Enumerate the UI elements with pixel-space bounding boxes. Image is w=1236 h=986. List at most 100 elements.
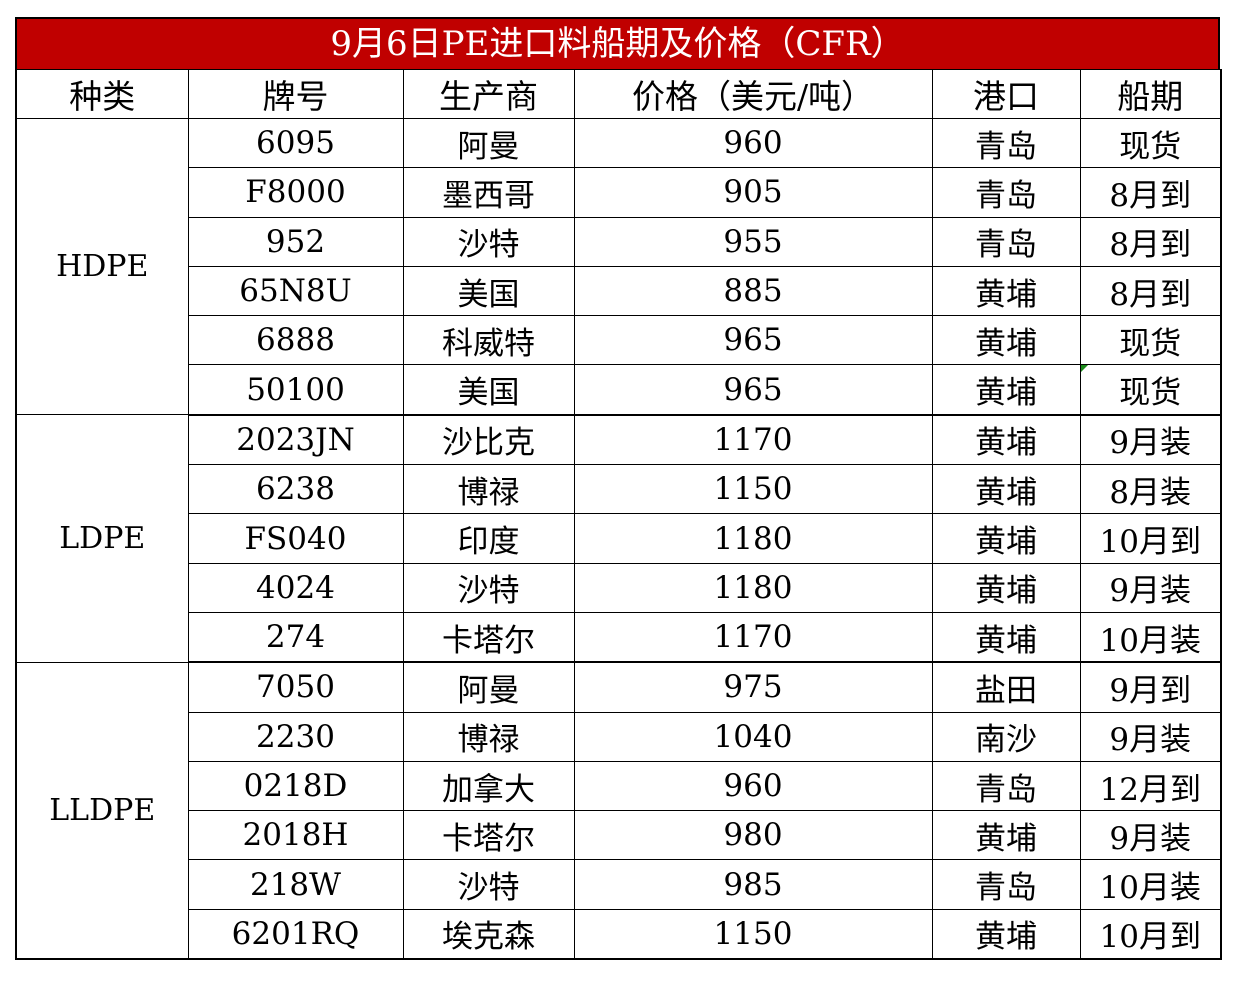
port-cell: 青岛 — [931, 117, 1081, 169]
producer-cell: 美国 — [402, 364, 575, 416]
shipment-cell: 现货 — [1079, 117, 1222, 169]
price-cell: 1040 — [573, 711, 933, 762]
price-cell: 1170 — [573, 414, 933, 466]
producer-cell: 阿曼 — [402, 661, 575, 713]
category-cell: LDPE — [15, 414, 189, 663]
price-cell: 985 — [573, 859, 933, 910]
price-cell: 975 — [573, 661, 933, 713]
table-row: 6238 博禄 1150 黄埔 8月装 — [16, 464, 1222, 515]
grade-cell: F8000 — [187, 167, 404, 218]
table-row: 4024 沙特 1180 黄埔 9月装 — [16, 562, 1222, 613]
grade-cell: 2018H — [187, 810, 404, 861]
grade-cell: 7050 — [187, 661, 404, 713]
shipment-cell: 10月到 — [1079, 908, 1222, 961]
port-cell: 黄埔 — [931, 908, 1081, 961]
price-cell: 885 — [573, 265, 933, 317]
price-cell: 960 — [573, 117, 933, 169]
grade-cell: FS040 — [187, 513, 404, 564]
shipment-cell: 8月到 — [1079, 216, 1222, 267]
table-row: 0218D 加拿大 960 青岛 12月到 — [16, 760, 1222, 812]
producer-cell: 加拿大 — [402, 760, 575, 812]
port-cell: 南沙 — [931, 711, 1081, 762]
shipment-cell: 9月到 — [1079, 661, 1222, 713]
table-row: 274 卡塔尔 1170 黄埔 10月装 — [16, 611, 1222, 664]
producer-cell: 博禄 — [402, 711, 575, 762]
header-producer: 生产商 — [402, 69, 575, 119]
table-row: 2018H 卡塔尔 980 黄埔 9月装 — [16, 810, 1222, 861]
table-row: FS040 印度 1180 黄埔 10月到 — [16, 513, 1222, 564]
port-cell: 黄埔 — [931, 364, 1081, 416]
producer-cell: 美国 — [402, 265, 575, 317]
grade-cell: 50100 — [187, 364, 404, 416]
grade-cell: 952 — [187, 216, 404, 267]
price-cell: 960 — [573, 760, 933, 812]
port-cell: 黄埔 — [931, 513, 1081, 564]
grade-cell: 6888 — [187, 315, 404, 366]
producer-cell: 沙比克 — [402, 414, 575, 466]
shipment-cell: 9月装 — [1079, 711, 1222, 762]
price-cell: 980 — [573, 810, 933, 861]
table-row: 6201RQ 埃克森 1150 黄埔 10月到 — [16, 908, 1222, 961]
price-cell: 905 — [573, 167, 933, 218]
producer-cell: 埃克森 — [402, 908, 575, 961]
shipment-cell: 10月装 — [1079, 859, 1222, 910]
grade-cell: 2230 — [187, 711, 404, 762]
table-row: 2230 博禄 1040 南沙 9月装 — [16, 711, 1222, 762]
grade-cell: 2023JN — [187, 414, 404, 466]
price-cell: 965 — [573, 364, 933, 416]
cell-marker-icon — [1081, 365, 1088, 373]
producer-cell: 墨西哥 — [402, 167, 575, 218]
table-row: 952 沙特 955 青岛 8月到 — [16, 216, 1222, 267]
grade-cell: 274 — [187, 611, 404, 664]
producer-cell: 博禄 — [402, 464, 575, 515]
grade-cell: 65N8U — [187, 265, 404, 317]
shipment-cell: 10月到 — [1079, 513, 1222, 564]
port-cell: 青岛 — [931, 760, 1081, 812]
table-title: 9月6日PE进口料船期及价格（CFR） — [15, 17, 1220, 69]
header-price: 价格（美元/吨） — [573, 69, 933, 119]
shipment-cell: 10月装 — [1079, 611, 1222, 664]
header-port: 港口 — [931, 69, 1081, 119]
port-cell: 盐田 — [931, 661, 1081, 713]
port-cell: 黄埔 — [931, 464, 1081, 515]
pe-import-table-container: 9月6日PE进口料船期及价格（CFR） 种类 牌号 生产商 价格（美元/吨） 港… — [15, 17, 1222, 961]
shipment-cell: 8月到 — [1079, 167, 1222, 218]
header-category: 种类 — [15, 69, 189, 119]
table-row: LDPE 2023JN 沙比克 1170 黄埔 9月装 — [15, 414, 1222, 663]
price-cell: 955 — [573, 216, 933, 267]
producer-cell: 卡塔尔 — [402, 810, 575, 861]
port-cell: 黄埔 — [931, 315, 1081, 366]
header-shipment: 船期 — [1079, 69, 1222, 119]
price-cell: 1150 — [573, 464, 933, 515]
shipment-cell: 12月到 — [1079, 760, 1222, 812]
table-row: LLDPE 7050 阿曼 975 盐田 9月到 — [15, 661, 1222, 960]
grade-cell: 218W — [187, 859, 404, 910]
table-row: 218W 沙特 985 青岛 10月装 — [16, 859, 1222, 910]
table-row: 50100 美国 965 黄埔 现货 — [16, 364, 1222, 416]
category-cell: HDPE — [15, 117, 189, 416]
grade-cell: 6095 — [187, 117, 404, 169]
port-cell: 青岛 — [931, 859, 1081, 910]
port-cell: 青岛 — [931, 216, 1081, 267]
shipment-cell: 8月装 — [1079, 464, 1222, 515]
shipment-cell: 现货 — [1079, 315, 1222, 366]
header-grade: 牌号 — [187, 69, 404, 119]
grade-cell: 6238 — [187, 464, 404, 515]
shipment-cell: 8月到 — [1079, 265, 1222, 317]
shipment-cell: 9月装 — [1079, 414, 1222, 466]
producer-cell: 沙特 — [402, 216, 575, 267]
price-cell: 1170 — [573, 611, 933, 664]
producer-cell: 科威特 — [402, 315, 575, 366]
table-row: HDPE 6095 阿曼 960 青岛 现货 — [15, 117, 1222, 416]
header-row: 种类 牌号 生产商 价格（美元/吨） 港口 船期 — [15, 69, 1222, 119]
port-cell: 黄埔 — [931, 810, 1081, 861]
table-row: 65N8U 美国 885 黄埔 8月到 — [16, 265, 1222, 317]
price-cell: 1150 — [573, 908, 933, 961]
shipment-cell: 现货 — [1079, 364, 1222, 416]
price-cell: 965 — [573, 315, 933, 366]
port-cell: 黄埔 — [931, 414, 1081, 466]
table-row: F8000 墨西哥 905 青岛 8月到 — [16, 167, 1222, 218]
price-cell: 1180 — [573, 513, 933, 564]
port-cell: 黄埔 — [931, 265, 1081, 317]
port-cell: 青岛 — [931, 167, 1081, 218]
